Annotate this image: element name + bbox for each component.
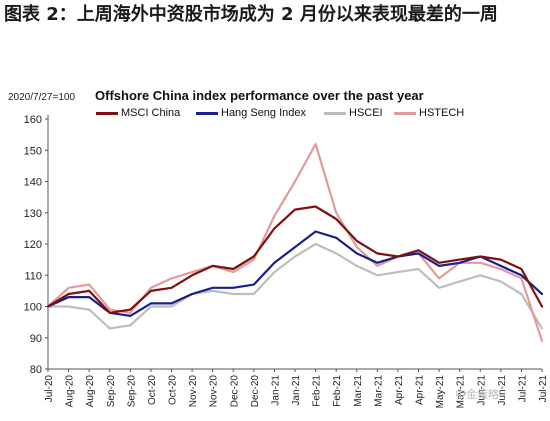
series-line-hscei [46,242,544,330]
legend-swatch-msci-china [96,111,118,115]
legend-item-msci-china: MSCI China [96,107,180,119]
y-tick-label: 120 [24,239,42,251]
legend-item-hstech: HSTECH [394,107,464,119]
x-tick-label: Feb-21 [332,375,343,407]
watermark: 中金策略 [455,388,499,401]
series-line-msci-china [46,205,544,314]
chart-title: Offshore China index performance over th… [95,88,424,103]
x-tick-label: Jun-21 [497,375,508,406]
x-tick-label: Jul-21 [538,375,549,403]
x-tick-label: Nov-20 [188,375,199,408]
legend-item-hang-seng-index: Hang Seng Index [196,107,306,119]
legend-swatch-hang-seng-index [196,111,218,115]
legend-label-hang-seng-index: Hang Seng Index [221,107,307,119]
x-tick-label: Aug-20 [85,375,96,408]
x-tick-label: Nov-20 [209,375,220,408]
legend-item-hscei: HSCEI [324,107,383,119]
legend-swatch-hscei [324,111,346,115]
y-tick-label: 160 [24,114,42,126]
y-tick-label: 140 [24,177,42,189]
y-tick-label: 150 [24,145,42,157]
x-tick-label: May-21 [456,375,467,409]
x-tick-label: Sep-20 [106,375,117,408]
y-tick-label: 110 [24,270,42,282]
x-tick-label: Mar-21 [373,375,384,407]
x-tick-label: Jan-21 [270,375,281,406]
x-tick-label: Dec-20 [250,375,261,408]
x-tick-label: Apr-21 [415,375,426,405]
x-tick-label: Sep-20 [126,375,137,408]
y-tick-label: 90 [30,333,42,345]
legend-swatch-hstech [394,111,416,115]
figure-title: 图表 2：上周海外中资股市场成为 2 月份以来表现最差的一周 [4,4,498,25]
x-tick-label: Aug-20 [65,375,76,408]
x-tick-label: Oct-20 [147,375,158,405]
base-note: 2020/7/27=100 [8,92,76,103]
x-tick-label: Jan-21 [291,375,302,406]
legend-label-msci-china: MSCI China [121,107,181,119]
x-tick-label: Mar-21 [353,375,364,407]
y-tick-label: 80 [30,364,42,376]
x-tick-label: May-21 [435,375,446,409]
legend-label-hscei: HSCEI [349,107,383,119]
x-tick-label: Apr-21 [394,375,405,405]
legend-label-hstech: HSTECH [419,107,465,119]
x-tick-label: Feb-21 [312,375,323,407]
series-line-hang-seng-index [46,230,544,317]
x-tick-label: Jul-21 [517,375,528,403]
y-tick-label: 130 [24,208,42,220]
x-tick-label: Jun-21 [476,375,487,406]
x-tick-label: Oct-20 [168,375,179,405]
y-tick-label: 100 [24,302,42,314]
x-tick-label: Jul-20 [44,375,55,403]
x-tick-label: Dec-20 [229,375,240,408]
